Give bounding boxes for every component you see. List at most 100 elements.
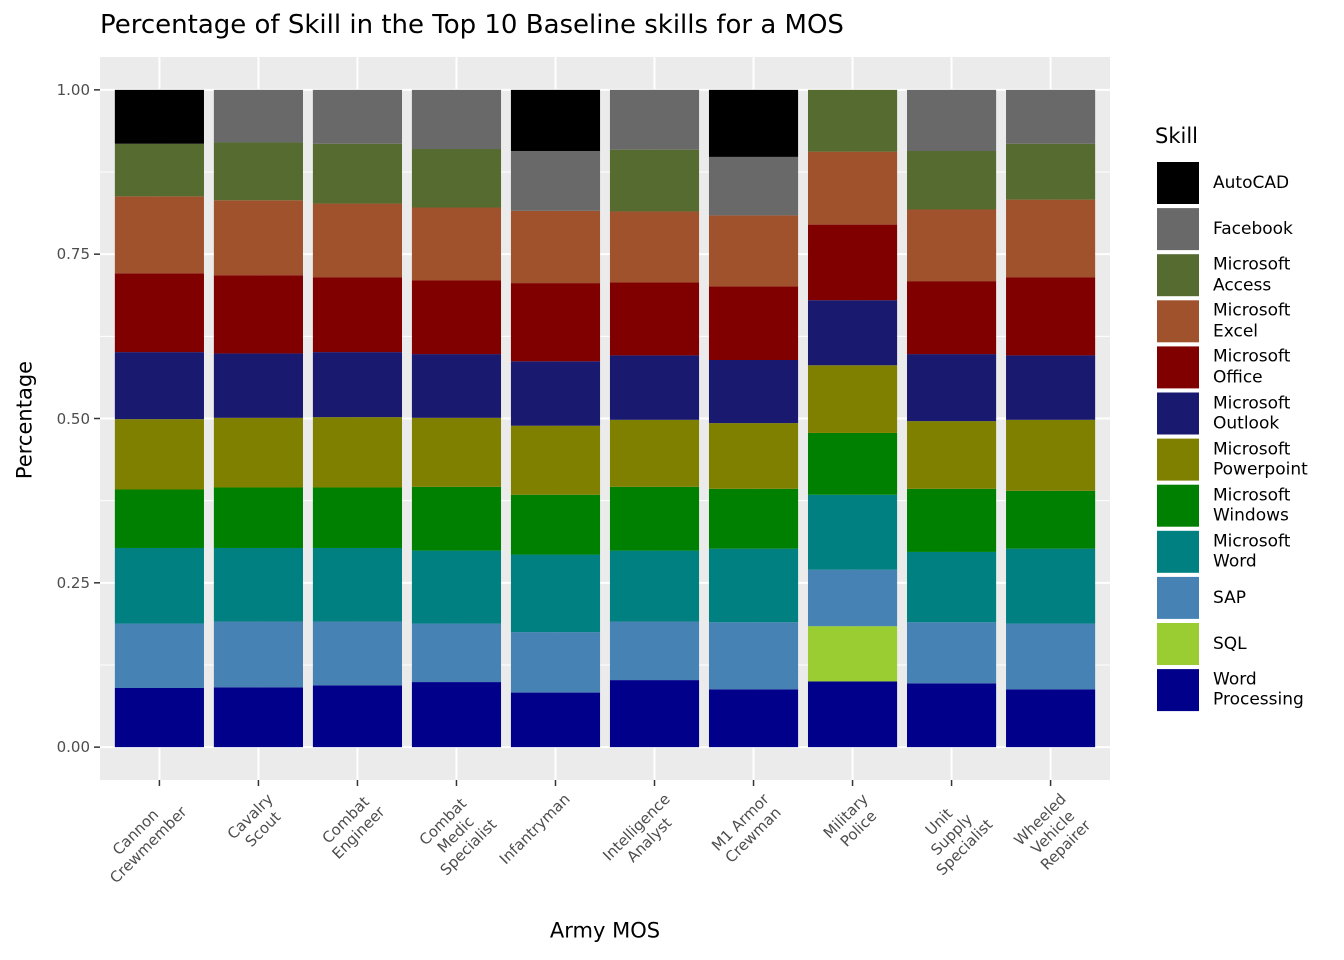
legend-label: Microsoft Word [1213,531,1291,572]
bar-segment [510,210,601,284]
bar-segment [907,281,997,355]
legend-label: Microsoft Office [1213,347,1291,388]
bar-segment [411,149,502,208]
bar-segment [609,149,700,212]
legend-label: Microsoft Outlook [1213,393,1291,434]
bar-segment [609,621,700,681]
legend-label: AutoCAD [1213,172,1290,193]
bar-segment [114,89,204,144]
bar-segment [907,683,997,748]
bar-segment [708,286,799,361]
bar-segment [114,623,204,688]
legend-title: Skill [1155,124,1198,148]
bar-segment [411,550,502,624]
bar-segment [907,354,997,422]
bar-segment [510,425,601,495]
bar-segment [411,207,502,281]
legend-key [1157,346,1199,389]
y-tick-label: 0.00 [56,738,90,757]
bar-segment [907,209,997,282]
legend-label: Microsoft Powerpoint [1213,439,1308,480]
bar-segment [312,352,403,418]
bar-segment [312,277,403,353]
bar-segment [708,488,799,549]
bar-segment [708,423,799,489]
legend-key [1157,484,1199,527]
bar-segment [411,89,502,150]
bar-segment [312,487,403,548]
bar-segment [114,143,204,197]
bar-segment [510,554,601,633]
bar-segment [708,689,799,748]
bar-segment [213,89,303,143]
legend-key [1157,669,1199,712]
bar-segment [708,89,799,157]
y-tick-label: 0.50 [56,409,90,428]
legend-key [1157,576,1199,619]
bar-segment [510,692,601,748]
bar-segment [411,354,502,418]
bar-segment [114,273,204,353]
y-axis-title: Percentage [12,360,37,480]
bar-segment [114,196,204,274]
bar-segment [807,300,898,366]
bar-segment [1006,490,1096,549]
bar-segment [213,200,303,276]
bar-segment [807,681,898,748]
legend-label: Microsoft Windows [1213,485,1291,526]
bar-segment [907,488,997,552]
bar-segment [907,622,997,684]
bar-segment [1006,548,1096,624]
bar-segment [609,355,700,420]
bar-segment [1006,199,1096,278]
legend-key [1157,162,1199,204]
legend-key [1157,438,1199,481]
bar-segment [907,551,997,623]
bar-segment [114,687,204,748]
legend-key [1157,300,1199,343]
legend-label: Facebook [1213,218,1293,239]
legend-key [1157,254,1199,297]
y-tick-label: 0.75 [56,245,90,264]
bar-segment [510,361,601,426]
bar-segment [708,360,799,424]
bar-segment [510,89,601,151]
legend-key [1157,208,1199,251]
bar-segment [907,89,997,151]
bar-segment [609,419,700,487]
bar-segment [1006,689,1096,748]
legend-label: Microsoft Excel [1213,300,1291,342]
bar-segment [312,621,403,686]
bar-segment [1006,355,1096,420]
bar-segment [807,569,898,627]
bar-segment [609,680,700,748]
bar-segment [609,282,700,356]
bar-segment [708,622,799,690]
bar-segment [114,419,204,490]
bar-segment [510,494,601,555]
legend-key [1157,392,1199,435]
y-tick-label: 0.25 [56,573,90,592]
bar-segment [114,352,204,420]
bar-segment [609,211,700,283]
legend-label: SAP [1213,587,1246,608]
bar-segment [807,626,898,682]
bar-segment [312,547,403,622]
bar-segment [114,547,204,624]
bar-segment [1006,143,1096,200]
bar-segment [213,687,303,748]
bar-segment [708,215,799,287]
bar-segment [213,142,303,201]
bar-segment [411,623,502,683]
bar-segment [1006,419,1096,491]
legend-key [1157,530,1199,573]
bar-segment [213,417,303,488]
bar-segment [411,280,502,355]
bar-segment [312,203,403,278]
legend-label: Word Processing [1213,669,1304,711]
legend-key [1157,623,1199,665]
x-axis-title: Army MOS [549,918,661,943]
bar-segment [411,417,502,487]
bar-segment [114,489,204,548]
legend-label: SQL [1213,633,1247,654]
